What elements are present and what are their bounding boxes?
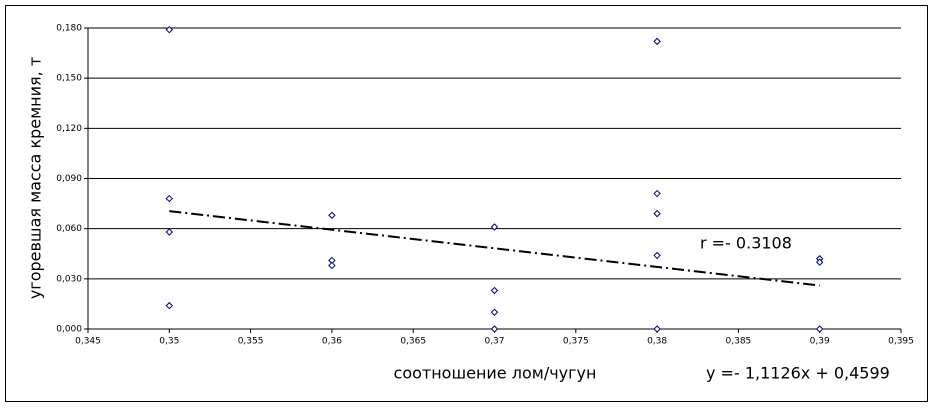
data-point — [165, 228, 174, 236]
y-tick-label: 0,000 — [56, 325, 82, 335]
y-axis-title: угоревшая масса кремния, т — [26, 57, 45, 299]
y-tick-label: 0,060 — [56, 224, 82, 234]
x-tick-label: 0,395 — [888, 337, 914, 347]
data-point — [653, 189, 661, 198]
data-point — [490, 308, 499, 316]
data-point — [328, 261, 336, 270]
data-point — [328, 211, 336, 219]
chart-border — [5, 5, 928, 402]
data-point — [653, 251, 661, 260]
x-axis-title: соотношение лом/чугун — [394, 364, 597, 383]
x-tick-label: 0,345 — [75, 337, 101, 347]
data-point — [165, 25, 174, 34]
data-point — [815, 258, 824, 266]
trendline — [169, 210, 820, 287]
y-tick-label: 0,090 — [56, 174, 82, 184]
data-point — [490, 286, 499, 295]
x-tick-label: 0,35 — [159, 337, 179, 347]
data-point — [490, 325, 499, 333]
y-tick-label: 0,120 — [56, 124, 82, 134]
x-tick-label: 0,38 — [647, 337, 667, 347]
x-tick-label: 0,355 — [238, 337, 264, 347]
data-point — [653, 209, 661, 218]
x-tick-label: 0,365 — [400, 337, 426, 347]
data-point — [490, 223, 499, 231]
annotation: r =- 0.3108 — [700, 234, 792, 253]
data-point — [165, 194, 174, 203]
data-point — [653, 37, 661, 46]
x-tick-label: 0,385 — [726, 337, 752, 347]
annotation: y =- 1,1126x + 0,4599 — [706, 364, 890, 383]
x-tick-label: 0,36 — [322, 337, 342, 347]
y-tick-label: 0,030 — [56, 274, 82, 284]
data-point — [815, 325, 824, 333]
y-tick-label: 0,150 — [56, 74, 82, 84]
x-tick-label: 0,39 — [810, 337, 830, 347]
x-tick-label: 0,375 — [563, 337, 589, 347]
x-tick-label: 0,37 — [484, 337, 504, 347]
data-point — [653, 325, 661, 333]
data-point — [165, 301, 174, 310]
y-tick-label: 0,180 — [56, 24, 82, 34]
